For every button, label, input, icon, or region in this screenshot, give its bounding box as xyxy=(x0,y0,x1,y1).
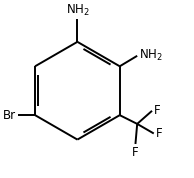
Text: F: F xyxy=(154,104,160,117)
Text: F: F xyxy=(156,127,162,140)
Text: F: F xyxy=(132,146,139,159)
Text: NH$_2$: NH$_2$ xyxy=(139,48,163,63)
Text: Br: Br xyxy=(3,109,16,122)
Text: NH$_2$: NH$_2$ xyxy=(66,3,89,18)
